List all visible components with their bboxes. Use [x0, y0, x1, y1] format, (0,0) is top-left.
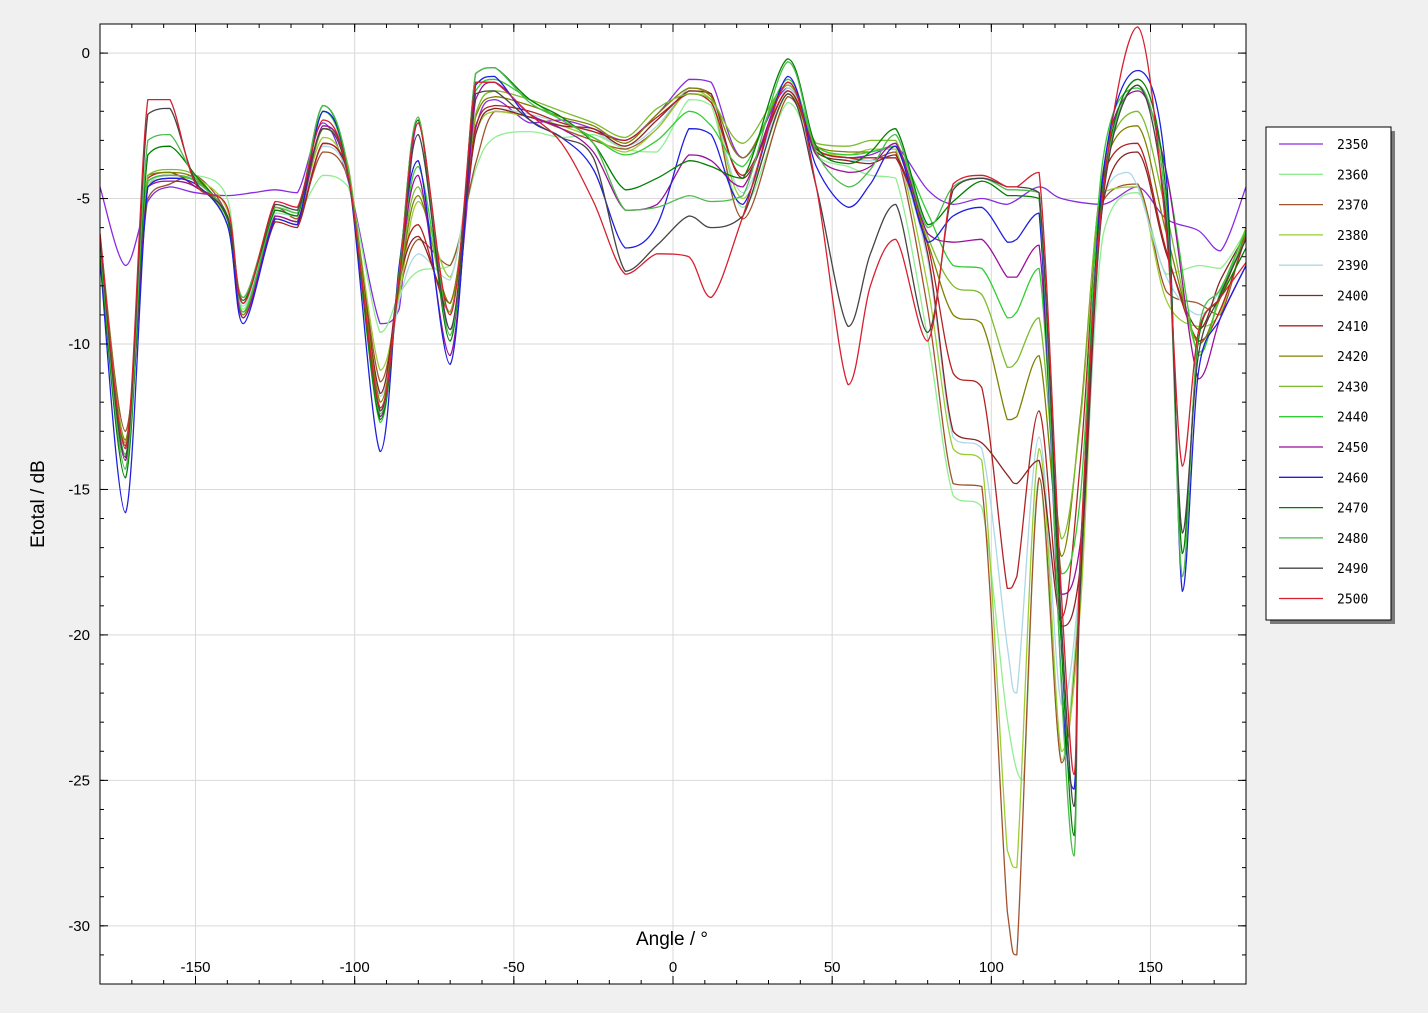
x-tick-label: 100: [979, 959, 1004, 976]
series-line-2450: [100, 81, 1246, 595]
legend: 2350 2360 2370 2380 2390 2400 2410 2420 2430 2440…: [1265, 126, 1395, 624]
x-tick-label: 150: [1138, 959, 1163, 976]
series-line-2490: [100, 84, 1246, 808]
x-tick-label: -50: [503, 959, 525, 976]
legend-label: 2420: [1337, 350, 1368, 365]
legend-label: 2470: [1337, 502, 1368, 517]
legend-items: 2350 2360 2370 2380 2390 2400 2410 2420 2430 2440…: [1279, 138, 1368, 608]
series-line-2440: [100, 78, 1246, 575]
x-axis-title: Angle / °: [636, 929, 708, 950]
x-tick-label: -150: [180, 959, 210, 976]
legend-label: 2440: [1337, 411, 1368, 426]
y-tick-label: -15: [68, 481, 90, 498]
legend-label: 2500: [1337, 593, 1368, 608]
ticks: [99, 24, 1247, 984]
legend-label: 2400: [1337, 290, 1368, 305]
series-layer: [100, 26, 1246, 956]
legend-label: 2480: [1337, 532, 1368, 547]
tick-labels: -150 -100 -50 0 50 100 150 0 -5 -10 -15 -20 -25 -30: [68, 45, 1163, 976]
y-tick-label: -5: [77, 191, 90, 208]
x-tick-label: 0: [669, 959, 677, 976]
y-tick-label: -30: [68, 918, 90, 935]
legend-label: 2450: [1337, 441, 1368, 456]
legend-label: 2460: [1337, 471, 1368, 486]
legend-label: 2370: [1337, 199, 1368, 214]
legend-label: 2410: [1337, 320, 1368, 335]
y-tick-label: 0: [82, 45, 90, 62]
y-tick-label: -25: [68, 772, 90, 789]
legend-label: 2430: [1337, 380, 1368, 395]
legend-label: 2490: [1337, 562, 1368, 577]
legend-label: 2390: [1337, 259, 1368, 274]
legend-box: [1265, 126, 1392, 621]
y-tick-label: -20: [68, 627, 90, 644]
legend-label: 2350: [1337, 138, 1368, 153]
legend-label: 2360: [1337, 168, 1368, 183]
x-tick-label: 50: [824, 959, 841, 976]
series-line-2500: [100, 26, 1246, 776]
x-tick-label: -100: [340, 959, 370, 976]
y-axis-title: Etotal / dB: [28, 460, 49, 548]
legend-label: 2380: [1337, 229, 1368, 244]
y-tick-label: -10: [68, 336, 90, 353]
